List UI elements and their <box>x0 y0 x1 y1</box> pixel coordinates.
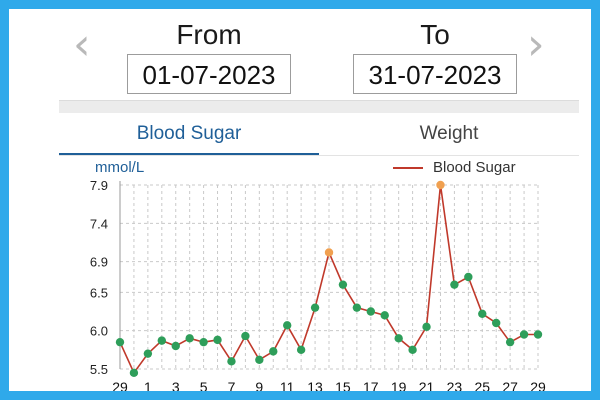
y-tick-labels: 7.9 7.4 6.9 6.5 6.0 5.5 <box>90 178 108 377</box>
blood-sugar-chart: 7.97.46.96.56.05.5 29 1 3 5 7 9 11 13 15 17 19 21 23… <box>90 178 546 391</box>
from-date-group: From 01-07-2023 <box>121 19 297 94</box>
x-tick-label: 9 <box>255 379 263 391</box>
data-point[interactable] <box>533 330 543 339</box>
data-point[interactable] <box>519 330 529 339</box>
tab-divider <box>59 155 579 156</box>
chart-grid <box>120 184 539 370</box>
data-point-highlight[interactable] <box>324 248 334 257</box>
tab-bar: Blood Sugar Weight <box>59 113 579 156</box>
data-point[interactable] <box>310 303 320 312</box>
data-point[interactable] <box>296 345 306 355</box>
data-point-highlight[interactable] <box>436 180 445 190</box>
y-tick-label: 7.9 <box>90 178 108 193</box>
data-point[interactable] <box>492 318 501 328</box>
x-tick-label: 19 <box>391 379 407 391</box>
data-point[interactable] <box>394 334 403 343</box>
x-tick-label: 23 <box>447 379 463 391</box>
y-tick-label: 7.4 <box>90 216 108 231</box>
x-tick-label: 17 <box>363 379 379 391</box>
data-point[interactable] <box>505 337 515 347</box>
data-point[interactable] <box>450 280 459 289</box>
chevron-left-icon[interactable]: ‹ <box>73 19 91 70</box>
data-point[interactable] <box>227 357 236 366</box>
data-point[interactable] <box>269 347 278 356</box>
data-point[interactable] <box>380 311 389 320</box>
data-point[interactable] <box>255 355 264 364</box>
chart-legend: Blood Sugar <box>393 159 516 176</box>
data-point[interactable] <box>185 334 194 343</box>
data-point[interactable] <box>464 272 473 282</box>
x-tick-label: 15 <box>335 379 351 391</box>
data-point[interactable] <box>422 322 431 332</box>
chevron-right-icon[interactable]: › <box>527 19 545 70</box>
data-point[interactable] <box>408 345 417 355</box>
y-axis-unit-label: mmol/L <box>95 159 145 176</box>
x-tick-label: 7 <box>228 379 236 391</box>
x-tick-label: 1 <box>144 379 152 391</box>
x-tick-label: 3 <box>172 379 180 391</box>
series-blood-sugar <box>115 180 543 378</box>
data-point[interactable] <box>283 321 292 330</box>
y-tick-label: 6.5 <box>90 285 108 300</box>
data-point[interactable] <box>157 336 166 345</box>
data-point[interactable] <box>366 307 375 316</box>
x-tick-label: 13 <box>307 379 323 391</box>
to-date-group: To 31-07-2023 <box>347 19 523 94</box>
data-point[interactable] <box>143 349 153 358</box>
data-point[interactable] <box>478 309 487 318</box>
data-point[interactable] <box>171 341 180 351</box>
x-tick-label: 11 <box>280 379 295 391</box>
y-tick-label: 5.5 <box>90 362 108 377</box>
tab-active-indicator <box>59 153 319 155</box>
series-line <box>119 184 538 375</box>
x-tick-label: 29 <box>112 379 128 391</box>
tab-blood-sugar[interactable]: Blood Sugar <box>136 123 242 144</box>
to-label: To <box>420 19 450 50</box>
data-point[interactable] <box>213 335 222 345</box>
data-point[interactable] <box>129 368 139 378</box>
y-tick-label: 6.0 <box>90 324 108 339</box>
y-tick-label: 6.9 <box>90 255 108 270</box>
x-tick-label: 21 <box>419 379 435 391</box>
data-point[interactable] <box>338 280 348 289</box>
to-date-field[interactable]: 31-07-2023 <box>353 54 517 94</box>
x-tick-label: 25 <box>474 379 490 391</box>
x-tick-label: 27 <box>502 379 518 391</box>
legend-line-swatch <box>393 167 423 170</box>
tab-weight[interactable]: Weight <box>419 123 479 144</box>
x-tick-label: 29 <box>530 379 546 391</box>
x-tick-labels: 29 1 3 5 7 9 11 13 15 17 19 21 23 25 27 29 <box>112 379 546 391</box>
data-point[interactable] <box>115 337 125 347</box>
separator-band <box>59 100 579 113</box>
data-point[interactable] <box>352 303 362 312</box>
data-point[interactable] <box>241 331 250 341</box>
legend-label: Blood Sugar <box>433 159 516 176</box>
from-label: From <box>176 19 242 50</box>
data-point[interactable] <box>199 337 208 347</box>
x-tick-label: 5 <box>200 379 208 391</box>
from-date-field[interactable]: 01-07-2023 <box>127 54 291 94</box>
